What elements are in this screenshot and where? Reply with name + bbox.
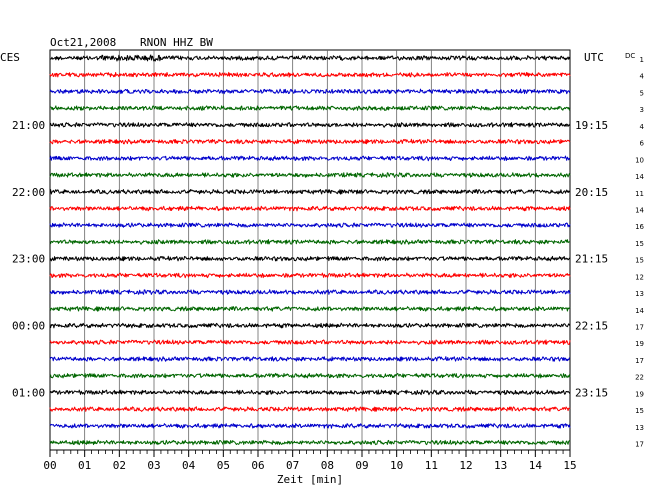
x-tick-label-02: 02 <box>113 459 126 472</box>
dc-value-row-21: 19 <box>635 390 644 398</box>
left-timezone-label: CES <box>0 51 20 64</box>
dc-value-row-8: 14 <box>635 173 644 181</box>
x-tick-label-15: 15 <box>563 459 576 472</box>
trace-row-11 <box>49 222 571 228</box>
trace-row-13 <box>49 255 571 262</box>
dc-value-row-3: 5 <box>640 89 644 97</box>
dc-value-row-10: 14 <box>635 206 644 214</box>
dc-value-row-11: 16 <box>635 223 644 231</box>
trace-row-8 <box>49 172 571 178</box>
dc-value-row-5: 4 <box>640 123 645 131</box>
trace-row-4 <box>49 105 571 111</box>
trace-row-19 <box>49 356 571 362</box>
dc-value-row-17: 17 <box>635 324 644 332</box>
labels: Oct21,2008 RNON HHZ BW CES UTC DC Zeit [… <box>0 36 645 486</box>
dc-value-row-9: 11 <box>635 190 644 198</box>
dc-value-row-15: 13 <box>635 290 644 298</box>
trace-row-23 <box>49 423 571 429</box>
x-tick-label-07: 07 <box>286 459 299 472</box>
x-tick-label-01: 01 <box>78 459 91 472</box>
dc-value-row-24: 17 <box>635 441 644 449</box>
x-tick-label-10: 10 <box>390 459 403 472</box>
x-tick-label-09: 09 <box>355 459 368 472</box>
dc-value-row-19: 17 <box>635 357 644 365</box>
x-tick-label-08: 08 <box>321 459 334 472</box>
left-time-label: 22:00 <box>12 186 45 199</box>
left-time-label: 00:00 <box>12 320 45 333</box>
trace-row-21 <box>49 389 571 396</box>
right-time-label: 22:15 <box>575 320 608 333</box>
right-time-label: 20:15 <box>575 186 608 199</box>
trace-row-18 <box>49 339 571 346</box>
trace-row-14 <box>49 272 571 279</box>
x-tick-label-14: 14 <box>529 459 543 472</box>
grid <box>49 49 571 451</box>
trace-row-22 <box>49 406 571 412</box>
trace-row-15 <box>49 289 571 295</box>
trace-row-3 <box>49 88 571 95</box>
dc-value-row-16: 14 <box>635 307 644 315</box>
trace-row-16 <box>49 306 571 312</box>
dc-value-row-12: 15 <box>635 240 644 248</box>
x-tick-label-12: 12 <box>459 459 472 472</box>
dc-header-label: DC <box>625 52 635 60</box>
left-time-label: 01:00 <box>12 386 45 399</box>
header-station: RNON HHZ BW <box>140 36 213 49</box>
dc-value-row-13: 15 <box>635 257 644 265</box>
trace-row-10 <box>49 205 571 212</box>
x-tick-label-11: 11 <box>425 459 438 472</box>
trace-row-17 <box>49 322 571 329</box>
seismic-traces <box>49 54 571 446</box>
right-time-label: 19:15 <box>575 119 608 132</box>
trace-row-5 <box>49 122 571 128</box>
x-tick-label-03: 03 <box>147 459 160 472</box>
right-timezone-label: UTC <box>584 51 604 64</box>
dc-value-row-2: 4 <box>640 73 645 81</box>
dc-value-row-14: 12 <box>635 273 644 281</box>
x-tick-label-06: 06 <box>251 459 264 472</box>
dc-value-row-6: 6 <box>640 140 645 148</box>
dc-value-row-7: 10 <box>635 156 644 164</box>
left-time-label: 23:00 <box>12 253 45 266</box>
x-tick-label-00: 00 <box>43 459 56 472</box>
trace-row-1 <box>49 54 571 62</box>
header-date: Oct21,2008 <box>50 36 116 49</box>
trace-row-20 <box>49 372 571 379</box>
dc-value-row-23: 13 <box>635 424 644 432</box>
time-axis: 00 01 02 03 04 05 06 07 08 09 10 11 12 13 14 15 <box>43 450 577 472</box>
dc-value-row-4: 3 <box>640 106 644 114</box>
dc-value-row-22: 15 <box>635 407 644 415</box>
right-time-label: 21:15 <box>575 253 608 266</box>
trace-row-7 <box>49 155 571 162</box>
trace-row-2 <box>49 71 571 78</box>
x-tick-label-05: 05 <box>217 459 230 472</box>
trace-row-12 <box>49 239 571 245</box>
dc-value-row-18: 19 <box>635 340 644 348</box>
trace-row-9 <box>49 188 571 195</box>
dc-value-row-1: 1 <box>640 56 644 64</box>
x-tick-label-13: 13 <box>494 459 507 472</box>
trace-row-6 <box>49 138 571 145</box>
x-tick-label-04: 04 <box>182 459 196 472</box>
right-time-label: 23:15 <box>575 386 608 399</box>
x-axis-label: Zeit [min] <box>277 473 343 486</box>
dc-value-row-20: 22 <box>635 374 644 382</box>
left-time-label: 21:00 <box>12 119 45 132</box>
plot-frame <box>49 49 571 451</box>
trace-row-24 <box>49 439 571 446</box>
